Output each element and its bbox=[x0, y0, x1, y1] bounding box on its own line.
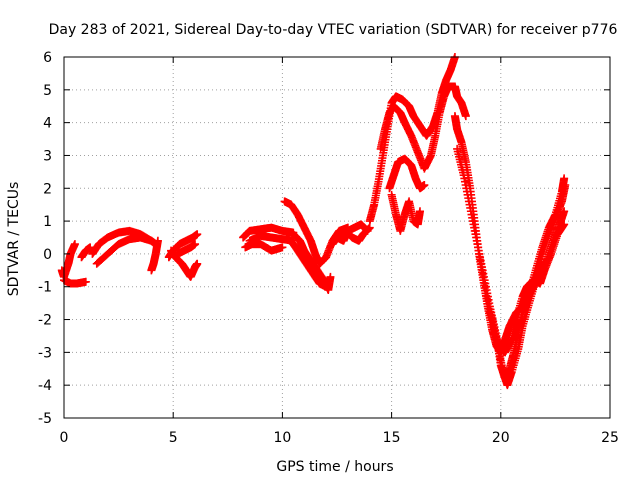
data-point bbox=[420, 180, 429, 189]
y-tick-label: -4 bbox=[38, 378, 52, 394]
data-point bbox=[461, 112, 470, 121]
data-point bbox=[193, 230, 202, 239]
y-tick-label: 0 bbox=[43, 247, 52, 263]
y-axis-label: SDTVAR / TECUs bbox=[6, 182, 22, 297]
y-tick-label: 5 bbox=[43, 83, 52, 99]
y-tick-label: -3 bbox=[38, 345, 52, 361]
data-point bbox=[561, 180, 570, 189]
x-tick-label: 20 bbox=[492, 430, 510, 446]
x-tick-label: 10 bbox=[273, 430, 291, 446]
data-point bbox=[322, 282, 331, 291]
data-point bbox=[363, 226, 372, 235]
plot-frame bbox=[63, 56, 611, 419]
y-tick-label: -2 bbox=[38, 313, 52, 329]
x-axis-label: GPS time / hours bbox=[276, 459, 393, 475]
data-point bbox=[191, 240, 200, 249]
axis-ticks: 0 5 10 15 20 25 -5 -4 -3 -2 -1 0 1 2 3 4 5 6 bbox=[38, 50, 619, 446]
y-tick-label: -1 bbox=[38, 280, 52, 296]
y-tick-label: 6 bbox=[43, 50, 52, 66]
data-point bbox=[415, 207, 424, 216]
x-tick-label: 0 bbox=[60, 430, 69, 446]
data-point bbox=[560, 174, 569, 183]
data-point bbox=[81, 277, 90, 286]
y-tick-label: 1 bbox=[43, 214, 52, 230]
x-tick-label: 5 bbox=[169, 430, 178, 446]
chart-title: Day 283 of 2021, Sidereal Day-to-day VTE… bbox=[49, 22, 618, 38]
y-tick-label: 3 bbox=[43, 148, 52, 164]
y-tick-label: 2 bbox=[43, 181, 52, 197]
data-point bbox=[560, 220, 569, 229]
x-tick-label: 15 bbox=[383, 430, 401, 446]
data-points bbox=[57, 53, 570, 390]
data-point bbox=[193, 259, 202, 268]
data-point bbox=[326, 272, 335, 281]
data-point bbox=[70, 240, 79, 249]
data-point bbox=[153, 236, 162, 245]
x-tick-label: 25 bbox=[601, 430, 619, 446]
y-tick-label: 4 bbox=[43, 116, 52, 132]
data-point bbox=[278, 243, 287, 252]
y-tick-label: -5 bbox=[38, 411, 52, 427]
